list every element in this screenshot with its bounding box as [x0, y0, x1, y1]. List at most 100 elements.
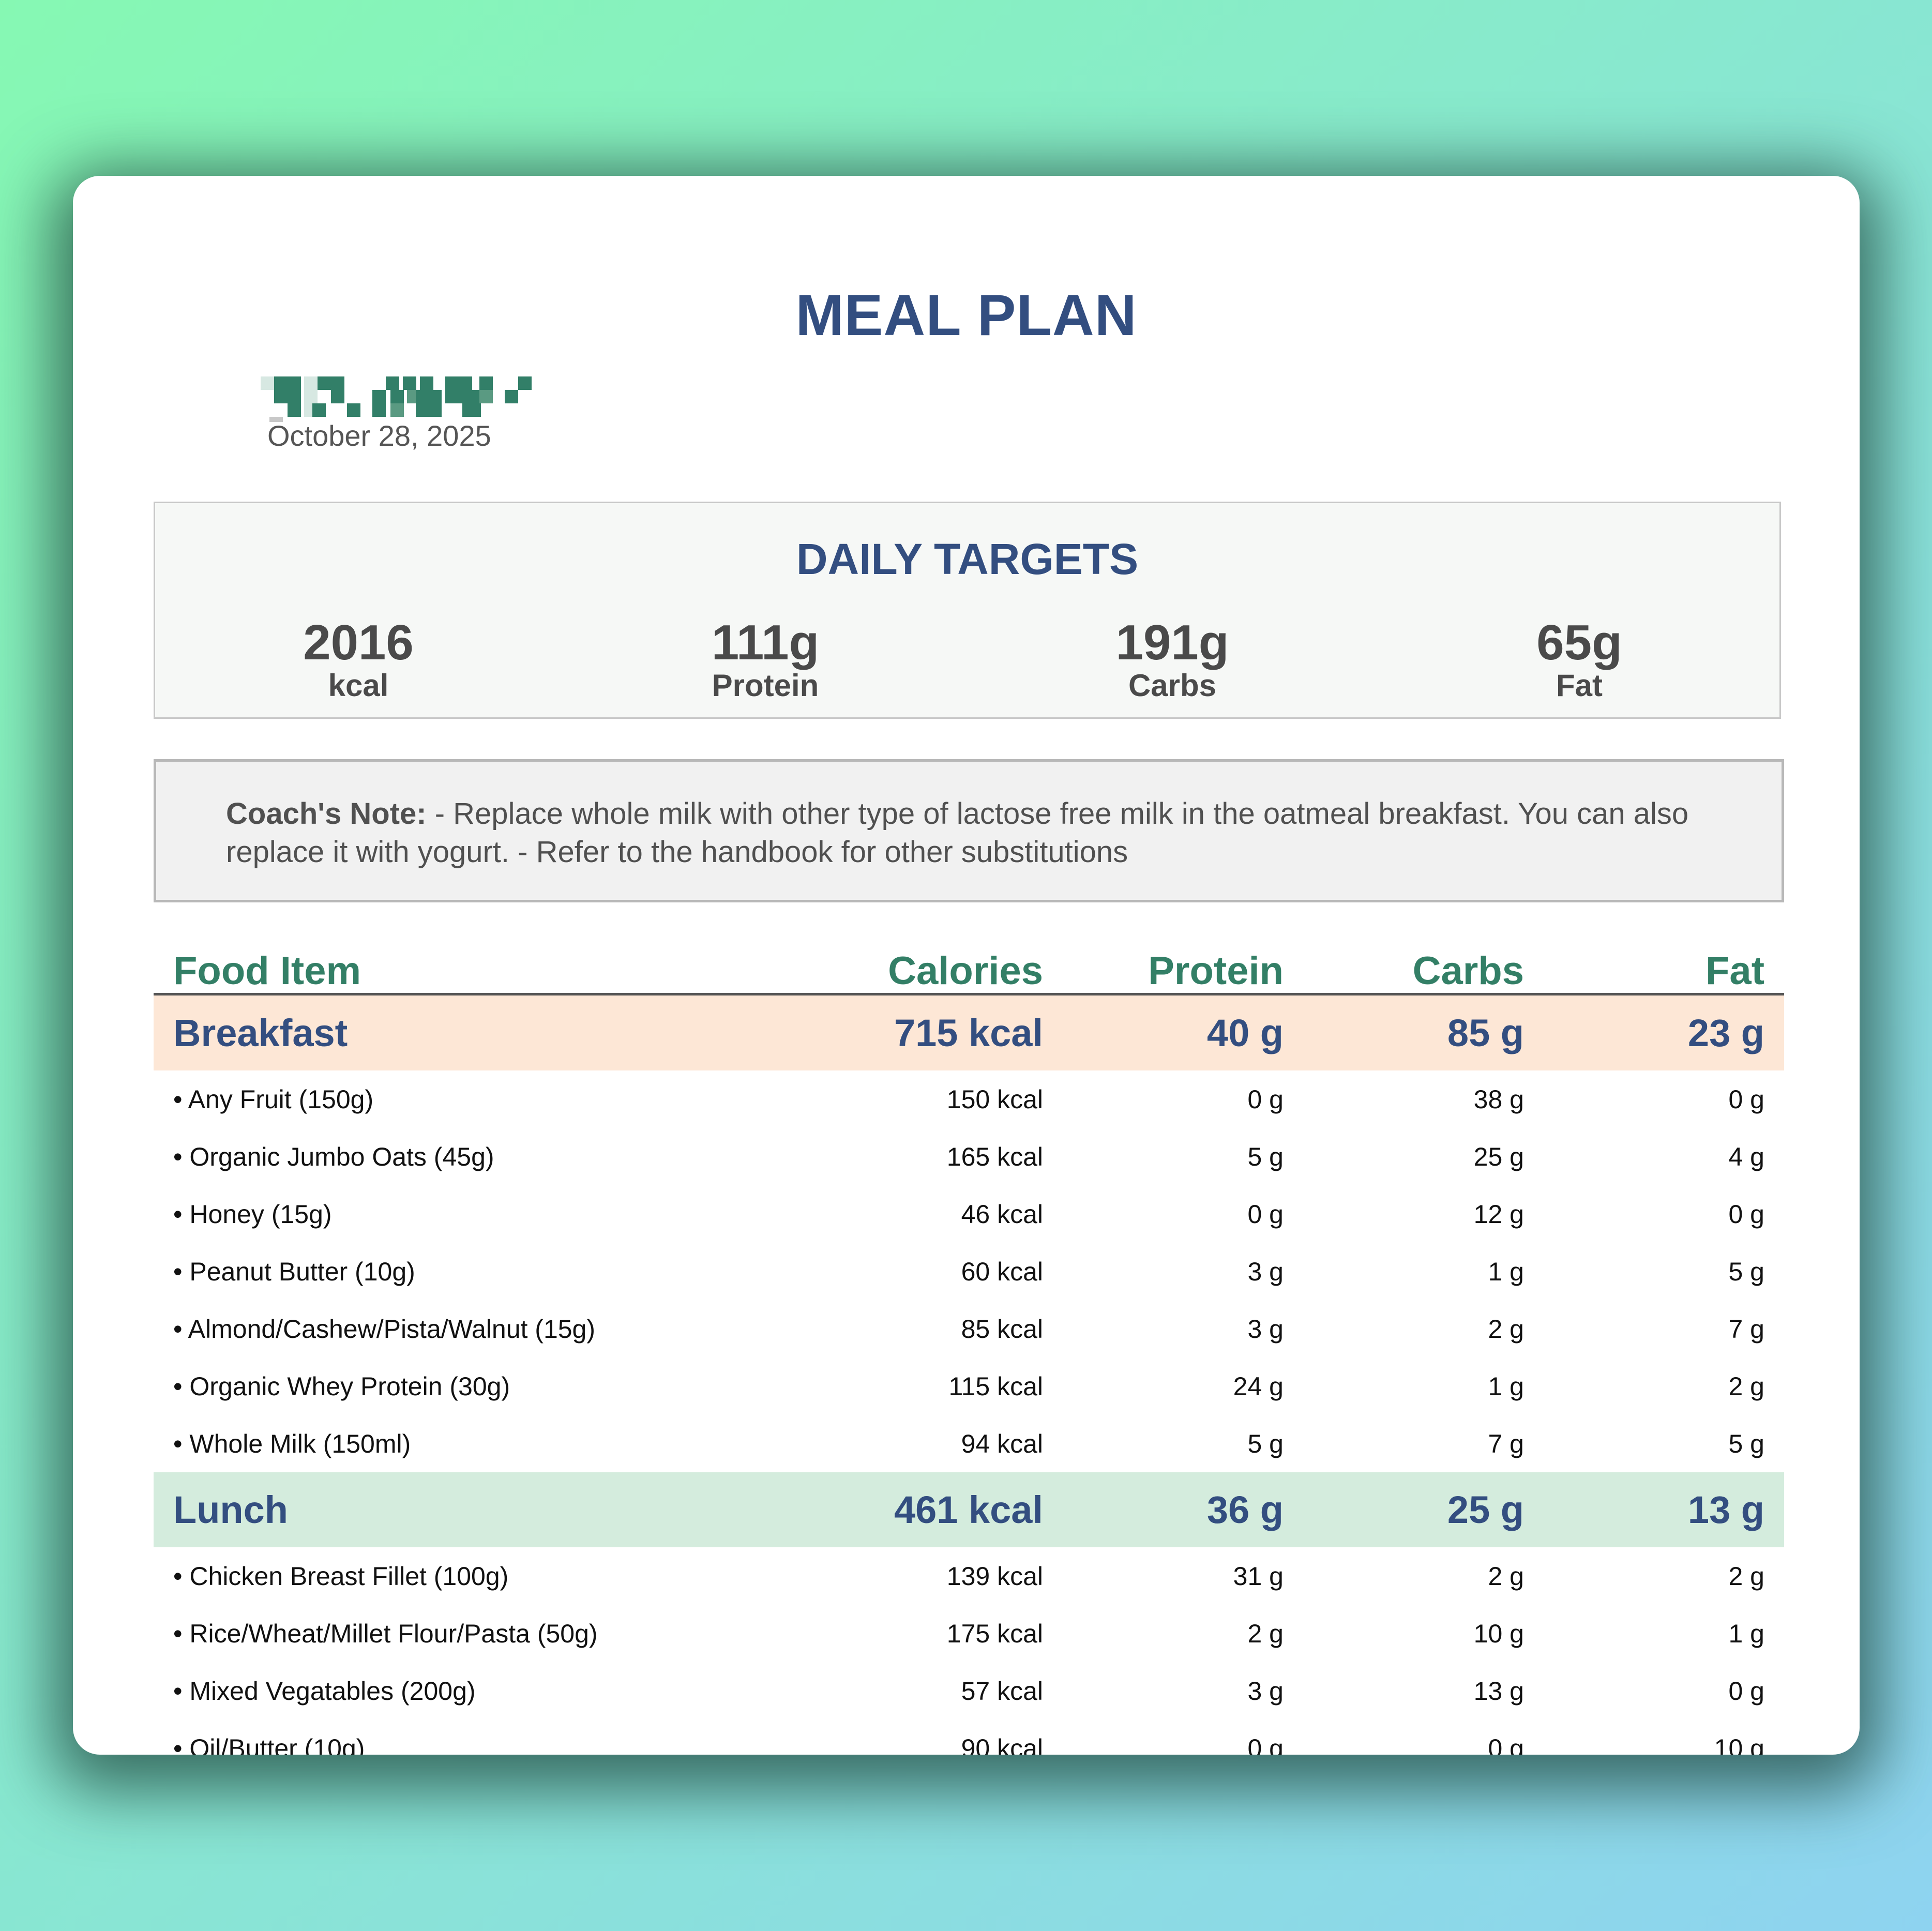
target-value: 191g [1115, 615, 1229, 670]
item-fat: 10 g [1714, 1733, 1764, 1755]
item-name: • Peanut Butter (10g) [173, 1257, 415, 1286]
item-protein: 24 g [1233, 1371, 1284, 1401]
item-calories: 60 kcal [961, 1257, 1043, 1286]
item-carbs: 7 g [1488, 1429, 1524, 1458]
target-label: Fat [1556, 668, 1603, 703]
item-name: • Chicken Breast Fillet (100g) [173, 1561, 509, 1591]
item-calories: 139 kcal [946, 1561, 1043, 1591]
item-name: • Almond/Cashew/Pista/Walnut (15g) [173, 1314, 596, 1344]
header-fat: Fat [1705, 949, 1764, 993]
item-fat: 0 g [1728, 1084, 1764, 1114]
item-fat: 0 g [1728, 1676, 1764, 1706]
item-name: • Rice/Wheat/Millet Flour/Pasta (50g) [173, 1619, 598, 1648]
item-protein: 31 g [1233, 1561, 1284, 1591]
meal-calories: 461 kcal [894, 1488, 1043, 1531]
page-title: MEAL PLAN [795, 283, 1137, 348]
item-name: • Any Fruit (150g) [173, 1084, 374, 1114]
target-label: kcal [328, 668, 389, 703]
meal-carbs: 85 g [1447, 1012, 1524, 1054]
meal-name: Breakfast [173, 1012, 348, 1054]
daily-targets-panel: DAILY TARGETS 2016 kcal 111g Protein 191… [154, 502, 1781, 719]
table-row: • Peanut Butter (10g) 60 kcal 3 g 1 g 5 … [154, 1243, 1784, 1300]
item-name: • Honey (15g) [173, 1199, 332, 1229]
item-protein: 0 g [1247, 1199, 1284, 1229]
target-value: 2016 [303, 615, 414, 670]
meal-protein: 36 g [1206, 1488, 1284, 1531]
target-label: Carbs [1128, 668, 1217, 703]
header-carbs: Carbs [1412, 949, 1524, 993]
item-carbs: 38 g [1473, 1084, 1524, 1114]
item-calories: 85 kcal [961, 1314, 1043, 1344]
table-row: • Whole Milk (150ml) 94 kcal 5 g 7 g 5 g [154, 1415, 1784, 1472]
item-calories: 46 kcal [961, 1199, 1043, 1229]
item-calories: 57 kcal [961, 1676, 1043, 1706]
item-fat: 2 g [1728, 1561, 1764, 1591]
target-fat: 65g Fat [1376, 617, 1783, 703]
item-fat: 2 g [1728, 1371, 1764, 1401]
table-row: • Chicken Breast Fillet (100g) 139 kcal … [154, 1547, 1784, 1605]
item-fat: 5 g [1728, 1257, 1764, 1286]
table-header: Food Item Calories Protein Carbs Fat [154, 949, 1784, 995]
target-value: 111g [711, 615, 820, 670]
item-calories: 175 kcal [946, 1619, 1043, 1648]
item-fat: 4 g [1728, 1142, 1764, 1171]
coach-note: Coach's Note: - Replace whole milk with … [154, 759, 1784, 902]
daily-targets-title: DAILY TARGETS [796, 535, 1139, 583]
meal-table: Food Item Calories Protein Carbs Fat Bre… [154, 949, 1784, 1755]
header-protein: Protein [1148, 949, 1284, 993]
meal-fat: 13 g [1687, 1488, 1764, 1531]
target-value: 65g [1536, 615, 1622, 670]
table-row: • Rice/Wheat/Millet Flour/Pasta (50g) 17… [154, 1605, 1784, 1662]
item-carbs: 0 g [1488, 1733, 1524, 1755]
item-carbs: 13 g [1473, 1676, 1524, 1706]
table-row: • Oil/Butter (10g) 90 kcal 0 g 0 g 10 g [154, 1719, 1784, 1755]
table-row: • Organic Whey Protein (30g) 115 kcal 24… [154, 1357, 1784, 1415]
meal-row-breakfast: Breakfast 715 kcal 40 g 85 g 23 g [154, 995, 1784, 1070]
plan-date: October 28, 2025 [267, 419, 491, 452]
item-protein: 3 g [1247, 1314, 1284, 1344]
target-protein: 111g Protein [562, 617, 969, 703]
item-fat: 1 g [1728, 1619, 1764, 1648]
item-name: • Organic Jumbo Oats (45g) [173, 1142, 494, 1171]
target-calories: 2016 kcal [155, 617, 562, 703]
item-protein: 2 g [1247, 1619, 1284, 1648]
item-calories: 165 kcal [946, 1142, 1043, 1171]
item-name: • Oil/Butter (10g) [173, 1733, 365, 1755]
item-carbs: 1 g [1488, 1257, 1524, 1286]
item-carbs: 12 g [1473, 1199, 1524, 1229]
meal-protein: 40 g [1206, 1012, 1284, 1054]
meal-carbs: 25 g [1447, 1488, 1524, 1531]
item-fat: 0 g [1728, 1199, 1764, 1229]
item-fat: 7 g [1728, 1314, 1764, 1344]
target-label: Protein [712, 668, 819, 703]
meal-row-lunch: Lunch 461 kcal 36 g 25 g 13 g [154, 1472, 1784, 1547]
redacted-client-name [261, 376, 674, 422]
coach-note-label: Coach's Note: [226, 797, 427, 831]
item-calories: 90 kcal [961, 1733, 1043, 1755]
target-carbs: 191g Carbs [969, 617, 1376, 703]
item-name: • Organic Whey Protein (30g) [173, 1371, 510, 1401]
document-window: MEAL PLAN October 28, 2025 DAILY TARGETS… [73, 176, 1860, 1755]
item-protein: 5 g [1247, 1429, 1284, 1458]
item-calories: 94 kcal [961, 1429, 1043, 1458]
item-carbs: 2 g [1488, 1314, 1524, 1344]
item-protein: 3 g [1247, 1257, 1284, 1286]
table-row: • Any Fruit (150g) 150 kcal 0 g 38 g 0 g [154, 1070, 1784, 1128]
item-carbs: 2 g [1488, 1561, 1524, 1591]
item-carbs: 10 g [1473, 1619, 1524, 1648]
item-name: • Whole Milk (150ml) [173, 1429, 411, 1458]
coach-note-text: - Replace whole milk with other type of … [226, 797, 1689, 869]
item-calories: 150 kcal [946, 1084, 1043, 1114]
header-calories: Calories [888, 949, 1043, 993]
item-name: • Mixed Vegatables (200g) [173, 1676, 476, 1706]
meal-calories: 715 kcal [894, 1012, 1043, 1054]
item-fat: 5 g [1728, 1429, 1764, 1458]
item-carbs: 25 g [1473, 1142, 1524, 1171]
meal-name: Lunch [173, 1488, 288, 1531]
item-protein: 0 g [1247, 1733, 1284, 1755]
header-food-item: Food Item [173, 949, 361, 993]
table-row: • Almond/Cashew/Pista/Walnut (15g) 85 kc… [154, 1300, 1784, 1357]
table-row: • Organic Jumbo Oats (45g) 165 kcal 5 g … [154, 1128, 1784, 1185]
item-protein: 0 g [1247, 1084, 1284, 1114]
item-calories: 115 kcal [948, 1371, 1043, 1401]
